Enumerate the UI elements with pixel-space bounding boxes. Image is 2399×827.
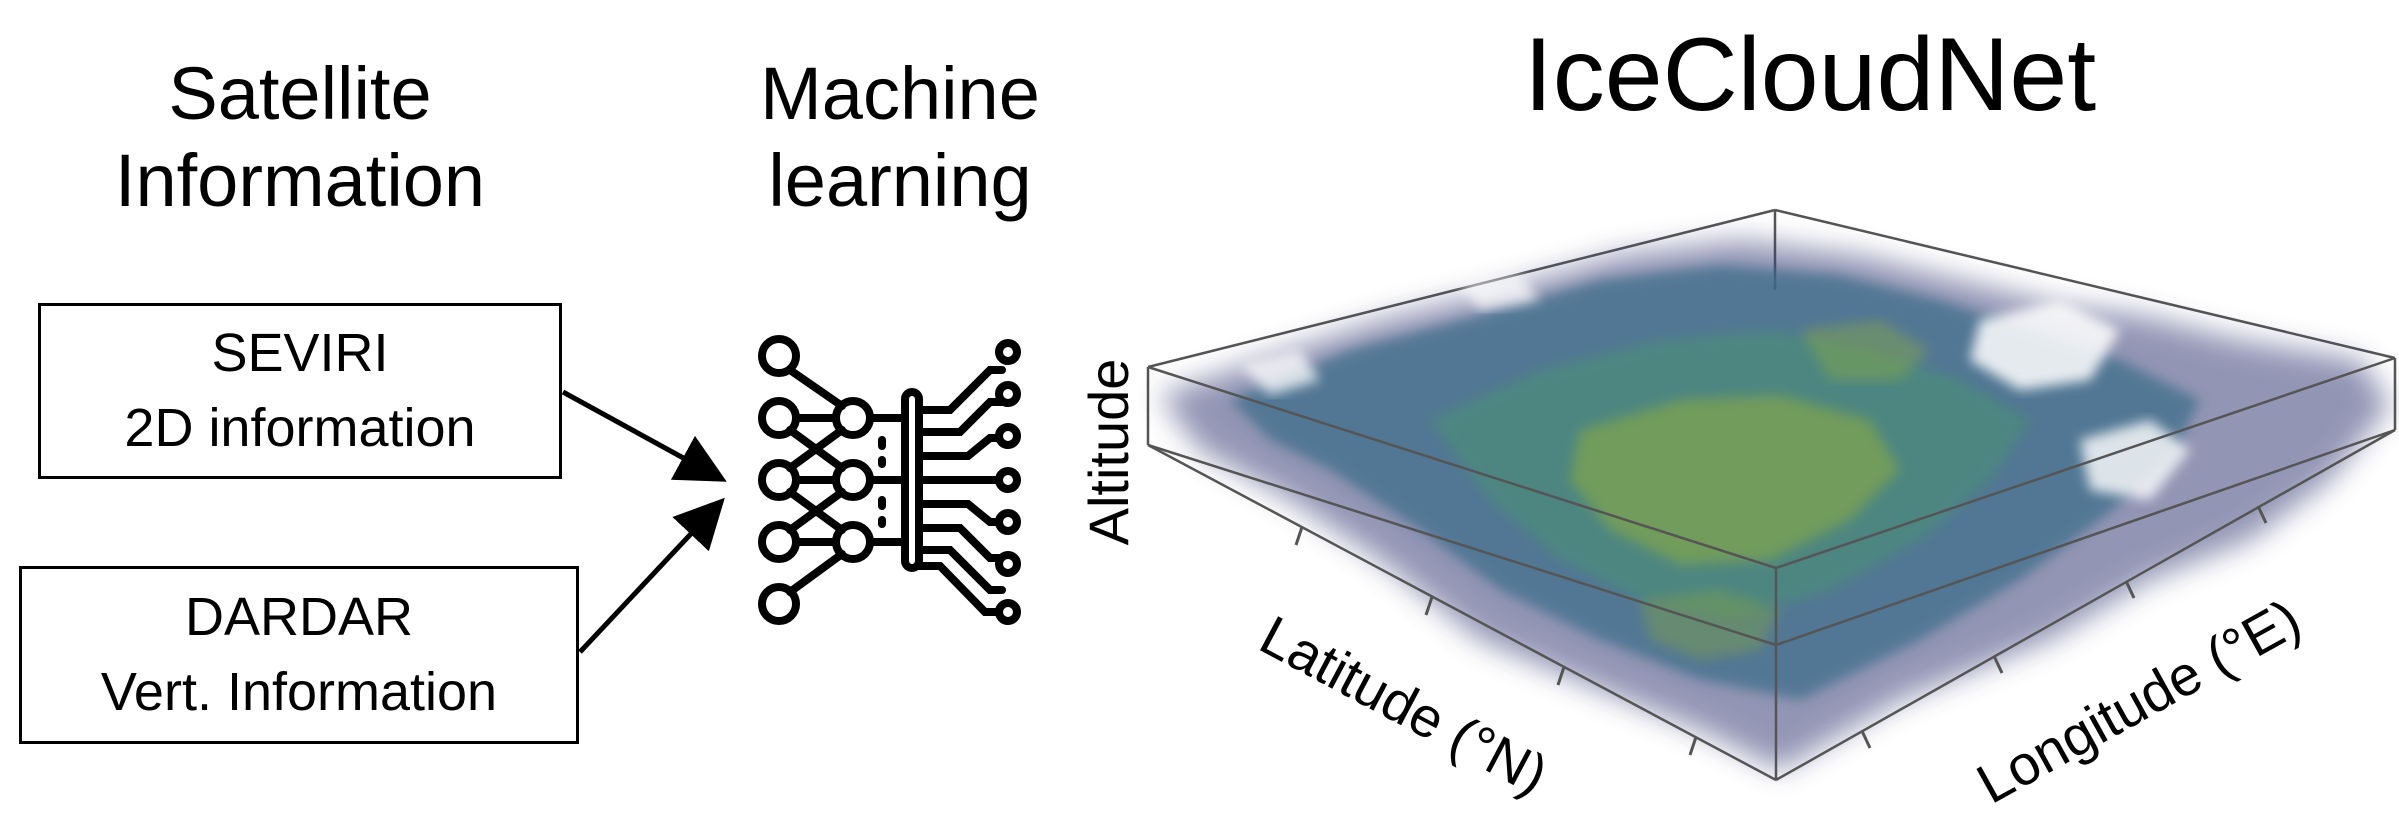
neural-network-chip-icon — [758, 335, 1021, 625]
arrow-seviri-to-ml — [561, 389, 727, 482]
heading-line: Satellite — [168, 52, 432, 135]
heading-line: learning — [768, 139, 1032, 223]
satellite-information-heading: Satellite Information — [40, 50, 560, 225]
heading-line: Information — [114, 139, 486, 223]
dardar-description: Vert. Information — [100, 662, 498, 722]
dardar-input-box: DARDAR Vert. Information — [19, 566, 579, 744]
seviri-description: 2D information — [124, 398, 476, 458]
seviri-label: SEVIRI — [211, 323, 389, 384]
altitude-axis-label: Altitude — [1077, 359, 1140, 546]
heading-line: Machine — [760, 52, 1040, 135]
arrow-dardar-to-ml — [578, 497, 725, 654]
icecloudnet-title: IceCloudNet — [1523, 17, 2097, 133]
3d-cloud-volume — [1146, 208, 2397, 782]
seviri-input-box: SEVIRI 2D information — [38, 303, 562, 479]
ice-cloud-field — [1160, 240, 2390, 770]
machine-learning-heading: Machine learning — [660, 50, 1140, 225]
dardar-label: DARDAR — [184, 587, 414, 648]
